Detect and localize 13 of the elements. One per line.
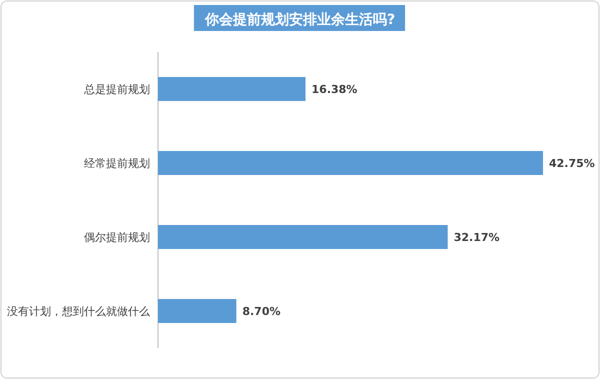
y-tick-label: 偶尔提前规划 [84, 231, 150, 244]
chart-title: 你会提前规划安排业余生活吗? [204, 11, 396, 28]
bar [158, 151, 543, 175]
data-label: 16.38% [312, 83, 358, 96]
y-tick-label: 经常提前规划 [84, 157, 150, 170]
y-tick-label: 总是提前规划 [83, 83, 150, 96]
bar [158, 225, 448, 249]
data-label: 8.70% [242, 305, 281, 318]
bar [158, 77, 306, 101]
data-label: 42.75% [549, 157, 595, 170]
y-tick-label: 没有计划，想到什么就做什么 [7, 305, 150, 318]
bar [158, 299, 236, 323]
data-label: 32.17% [454, 231, 500, 244]
